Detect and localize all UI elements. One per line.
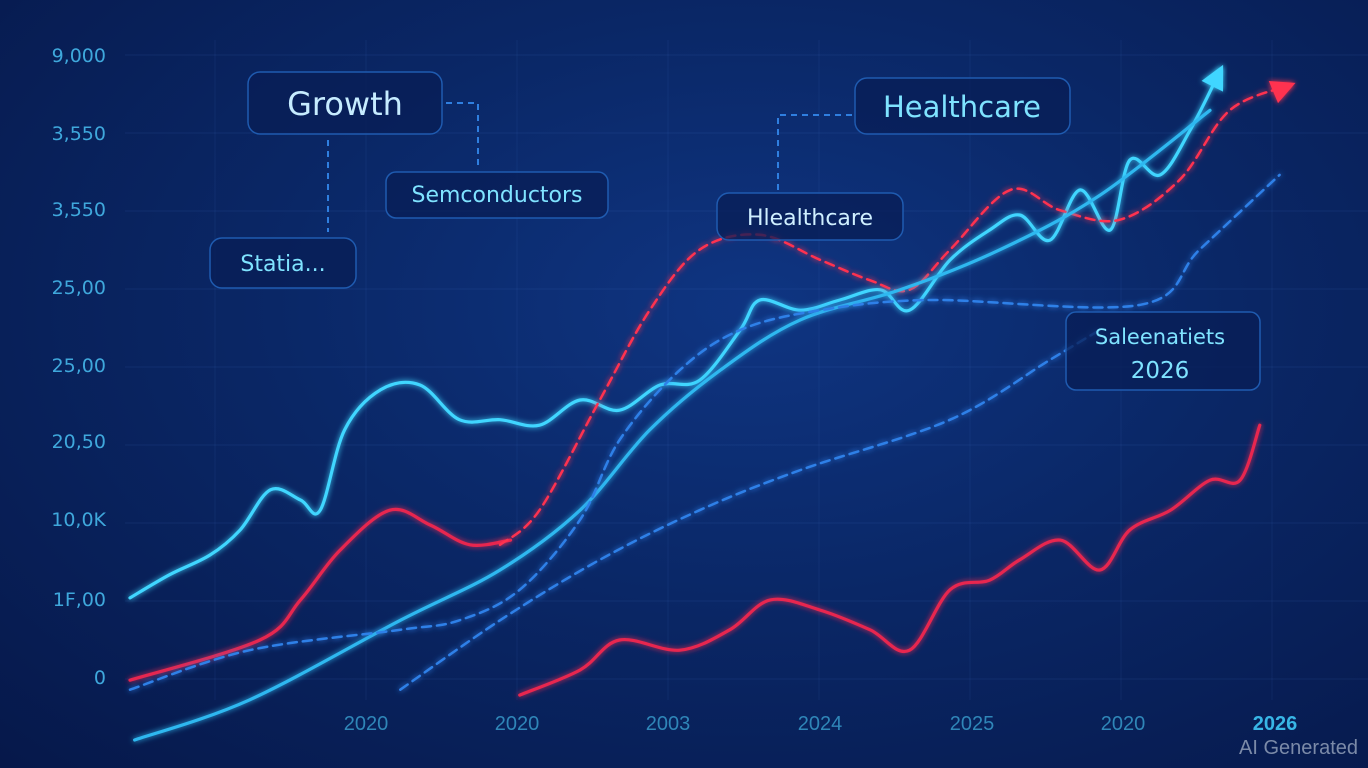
callout-label: 2026: [1131, 358, 1190, 384]
callout-statia: Statia...: [209, 237, 357, 289]
x-axis-ticks: 2020 2020 2003 2024 2025 2020 2026: [344, 713, 1298, 735]
x-tick-label: 2024: [798, 713, 843, 735]
callout-label: Saleenatiets: [1095, 325, 1225, 349]
y-tick-label: 9,000: [52, 45, 106, 67]
grid: [125, 40, 1368, 700]
x-tick-label: 2026: [1253, 713, 1298, 735]
callout-healthcare-top: Healthcare: [854, 77, 1071, 135]
y-tick-label: 3,550: [52, 123, 106, 145]
series-line-red-solid-early: [128, 507, 513, 682]
series-line-red-dashed: [498, 83, 1292, 547]
callout-label: Statia...: [240, 252, 325, 277]
y-tick-label: 0: [94, 667, 106, 689]
callout-label: Hlealthcare: [747, 206, 873, 231]
y-tick-label: 25,00: [52, 355, 106, 377]
annotations: Growth Semconductors Statia... Healthcar…: [209, 71, 1261, 391]
watermark: AI Generated: [1239, 737, 1358, 759]
y-tick-label: 20,50: [52, 431, 106, 453]
series-line-red-solid-late: [518, 423, 1262, 697]
callout-label: Growth: [287, 85, 403, 123]
arrowhead-icon: [1201, 64, 1224, 92]
callout-label: Healthcare: [883, 90, 1041, 124]
callout-healthcare-mid: Hlealthcare: [716, 192, 904, 241]
series-line-cyan-volatile: [128, 68, 1222, 600]
y-axis-ticks: 9,000 3,550 3,550 25,00 25,00 20,50 10,0…: [51, 45, 106, 689]
connector-line: [446, 102, 479, 168]
series-line-blue-dashed-lower: [399, 328, 1102, 691]
y-tick-label: 10,0K: [51, 509, 106, 531]
callout-label: Semconductors: [411, 183, 582, 208]
arrowhead-icon: [1268, 81, 1296, 104]
series-line-blue-dashed-upper: [128, 173, 1281, 691]
x-tick-label: 2020: [495, 713, 540, 735]
series-group: [128, 64, 1296, 742]
callout-growth: Growth: [247, 71, 443, 135]
y-tick-label: 25,00: [52, 277, 106, 299]
y-tick-label: 1F,00: [53, 589, 106, 611]
y-tick-label: 3,550: [52, 199, 106, 221]
x-tick-label: 2003: [646, 713, 691, 735]
x-tick-label: 2020: [1101, 713, 1146, 735]
callout-saleenatiets: Saleenatiets 2026: [1065, 311, 1261, 391]
x-tick-label: 2020: [344, 713, 389, 735]
x-tick-label: 2025: [950, 713, 995, 735]
series-line-cyan-smooth: [133, 108, 1212, 742]
connector-line: [777, 114, 852, 190]
callout-semiconductors: Semconductors: [385, 171, 609, 219]
